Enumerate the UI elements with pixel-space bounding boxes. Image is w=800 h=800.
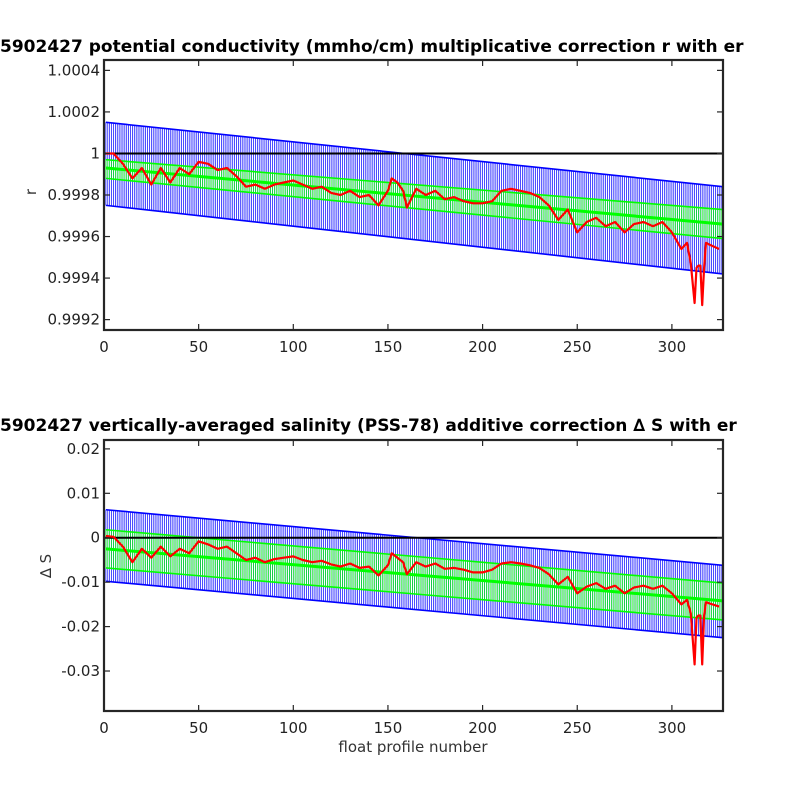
y-tick-label: -0.02 (61, 618, 100, 636)
chart-title-salinity: 5902427 vertically-averaged salinity (PS… (0, 416, 737, 436)
correction-error-band (105, 528, 723, 621)
axes-frame (102, 438, 725, 713)
y-tick-label: 0.02 (67, 440, 100, 458)
plot-area (104, 508, 723, 666)
x-tick-label: 300 (658, 719, 687, 737)
x-tick-label: 100 (279, 719, 308, 737)
x-tick-label: 0 (99, 719, 109, 737)
y-tick-label: 0.9992 (48, 311, 101, 329)
y-axis-label-delta-s: ∆ S (37, 554, 55, 579)
plot-area (104, 121, 723, 307)
chart-title-conductivity: 5902427 potential conductivity (mmho/cm)… (0, 37, 744, 57)
x-tick-label: 200 (468, 719, 497, 737)
correction-error-band (105, 158, 723, 240)
x-tick-label: 200 (468, 338, 497, 356)
y-tick-label: 0 (90, 529, 100, 547)
x-tick-label: 50 (189, 719, 208, 737)
correction-r-line (105, 152, 720, 307)
salinity-correction-plot: 0 50 100 150 200 250 300 -0.03 -0.02 -0.01 0 0.01 0.… (61, 438, 725, 737)
y-tick-label: 0.01 (67, 484, 100, 502)
y-tick-label: 1.0002 (48, 103, 101, 121)
y-tick-label: 0.9998 (48, 186, 101, 204)
y-tick-label: 1 (90, 144, 100, 162)
x-tick-label: 0 (99, 338, 109, 356)
y-tick-label: 1.0004 (48, 61, 101, 79)
y-tick-label: -0.03 (61, 662, 100, 680)
x-tick-label: 250 (563, 338, 592, 356)
x-axis-label: float profile number (338, 738, 488, 756)
x-tick-label: 150 (374, 719, 403, 737)
x-tick-label: 50 (189, 338, 208, 356)
conductivity-correction-plot: 0 50 100 150 200 250 300 0.9992 0.9994 0.9996 0.99… (48, 58, 725, 356)
x-tick-label: 250 (563, 719, 592, 737)
y-tick-label: -0.01 (61, 573, 100, 591)
x-tick-label: 150 (374, 338, 403, 356)
x-tick-label: 300 (658, 338, 687, 356)
correction-deltaS-line (105, 534, 720, 666)
y-tick-label: 0.9996 (48, 228, 101, 246)
y-tick-label: 0.9994 (48, 269, 101, 287)
x-tick-label: 100 (279, 338, 308, 356)
y-axis-label-r: r (22, 188, 40, 195)
